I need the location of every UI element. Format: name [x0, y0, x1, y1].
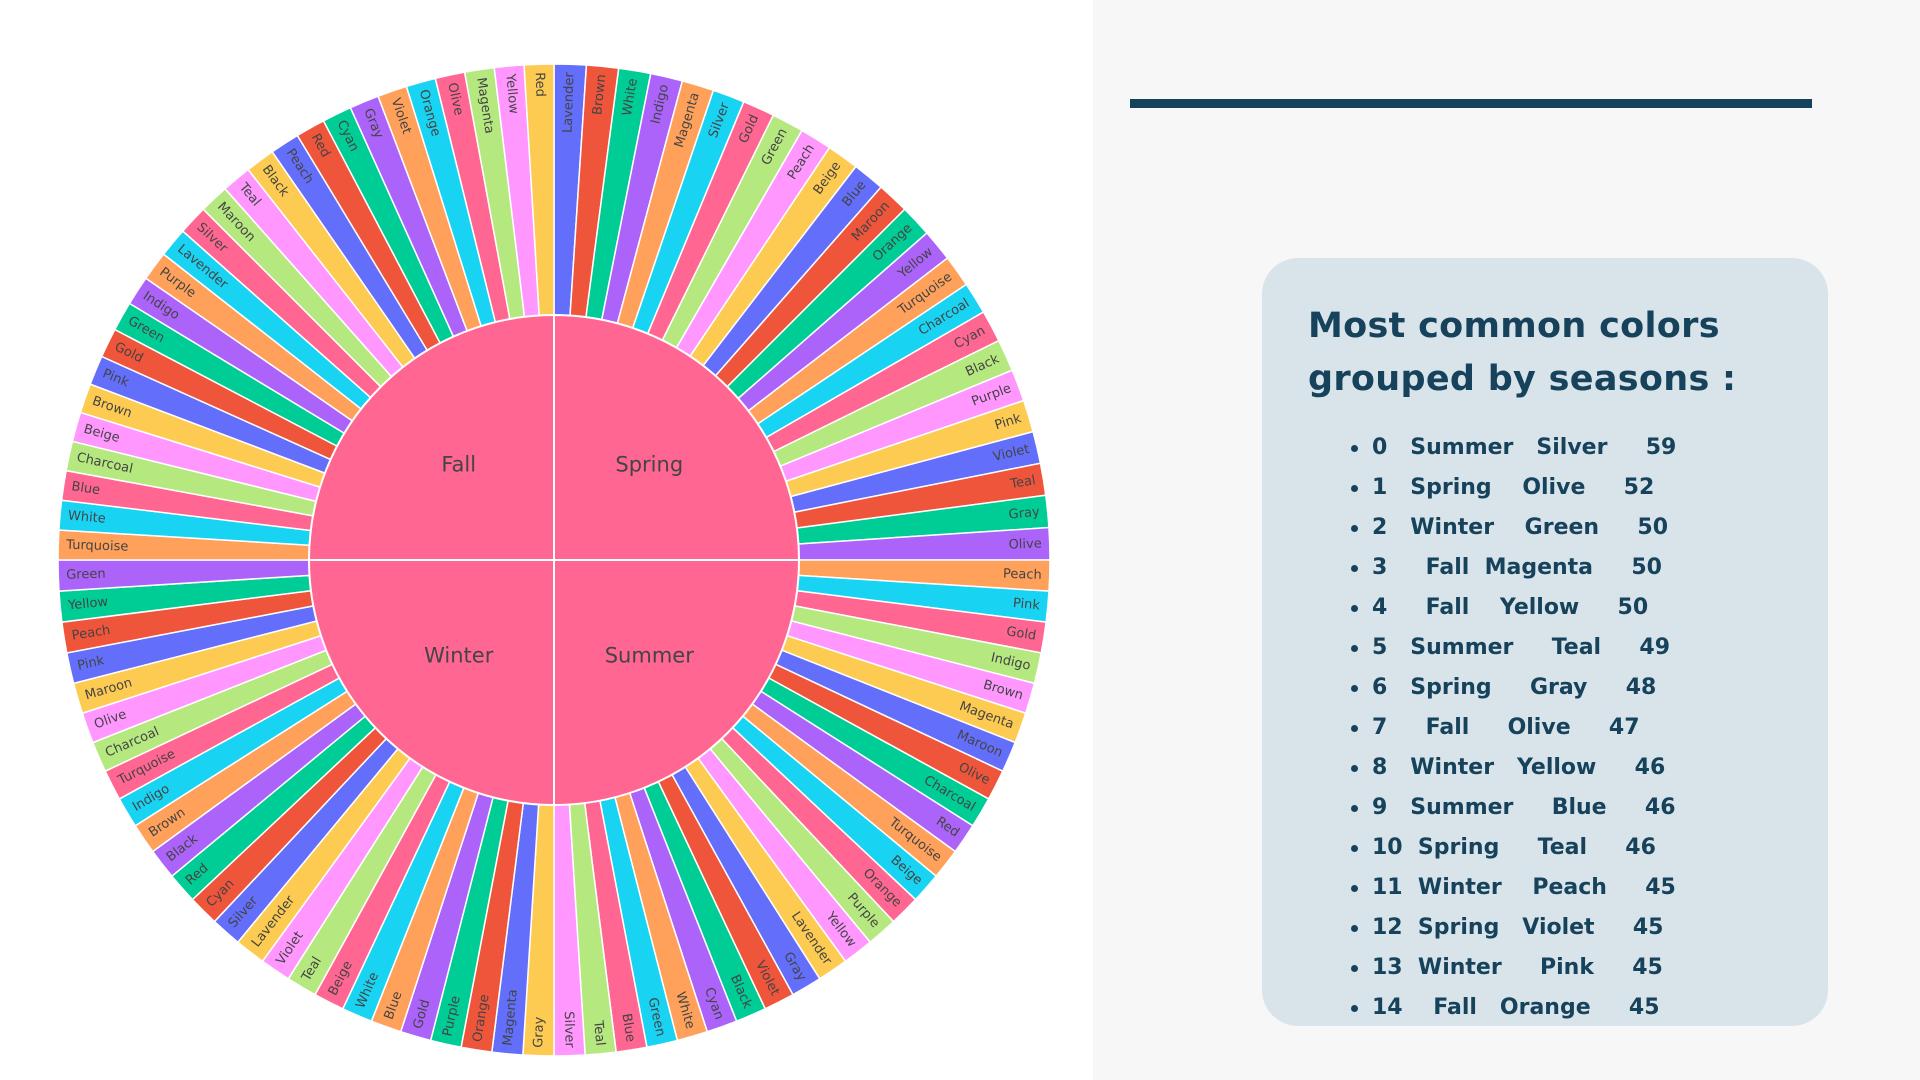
segment-label: Red — [532, 72, 548, 97]
segment-label: Olive — [444, 81, 466, 117]
outer-ring: Lavender Brown White Indigo Magenta Silver Gol… — [57, 63, 1051, 1057]
right-panel: Most common colors grouped by seasons : … — [1093, 0, 1920, 1080]
segment-label: Orange — [470, 993, 492, 1043]
segment-label: Gray — [531, 1016, 547, 1048]
rank-item: 10 Spring Teal 46 — [1351, 828, 1782, 868]
rank-item: 2 Winter Green 50 — [1351, 508, 1782, 548]
chart-area: Lavender Brown White Indigo Magenta Silver Gol… — [57, 63, 1051, 1057]
rank-item: 6 Spring Gray 48 — [1351, 668, 1782, 708]
segment-label: Gold — [1005, 624, 1037, 643]
rank-item: 8 Winter Yellow 46 — [1351, 748, 1782, 788]
segment-label: Brown — [590, 74, 609, 116]
segment-label: Teal — [590, 1019, 607, 1047]
rank-list: 0 Summer Silver 59 1 Spring Olive 52 2 W… — [1308, 428, 1782, 1028]
segment-label: Lavender — [560, 71, 577, 133]
segment-label: Blue — [618, 1012, 637, 1043]
season-label: Summer — [605, 643, 694, 667]
rank-item: 1 Spring Olive 52 — [1351, 468, 1782, 508]
card-title-line-2: grouped by seasons : — [1308, 359, 1737, 399]
inner-ring: Spring Summer Winter Fall — [307, 313, 801, 807]
rank-item: 4 Fall Yellow 50 — [1351, 588, 1782, 628]
segment-label: Gray — [1008, 505, 1041, 523]
card-title-line-1: Most common colors — [1308, 306, 1720, 346]
rank-item: 3 Fall Magenta 50 — [1351, 548, 1782, 588]
segment-label: Yellow — [502, 72, 521, 115]
info-card: Most common colors grouped by seasons : … — [1262, 258, 1828, 1026]
segment-label: Pink — [1012, 596, 1041, 614]
rank-item: 9 Summer Blue 46 — [1351, 788, 1782, 828]
season-label: Spring — [615, 453, 683, 477]
segment-label: Blue — [70, 479, 101, 498]
rank-item: 0 Summer Silver 59 — [1351, 428, 1782, 468]
segment-label: Peach — [71, 623, 112, 644]
segment-label: Teal — [1008, 473, 1036, 492]
segment-label: Magenta — [501, 989, 521, 1047]
rank-item: 12 Spring Violet 45 — [1351, 908, 1782, 948]
rank-item: 11 Winter Peach 45 — [1351, 868, 1782, 908]
segment-label: Yellow — [66, 595, 109, 614]
rank-item: 14 Fall Orange 45 — [1351, 988, 1782, 1028]
segment-label: White — [620, 77, 641, 117]
accent-bar — [1130, 99, 1812, 108]
segment-label: Turquoise — [65, 538, 129, 555]
segment-label: White — [67, 508, 106, 526]
segment-label: Silver — [561, 1011, 577, 1049]
rank-item: 13 Winter Pink 45 — [1351, 948, 1782, 988]
segment-label: Green — [66, 567, 106, 583]
rank-item: 5 Summer Teal 49 — [1351, 628, 1782, 668]
segment-fall[interactable] — [307, 313, 555, 561]
sunburst-chart: Lavender Brown White Indigo Magenta Silver Gol… — [57, 63, 1051, 1057]
season-label: Winter — [424, 643, 494, 667]
segment-label: Peach — [1003, 567, 1042, 583]
season-label: Fall — [441, 453, 476, 477]
segment-label: Pink — [76, 653, 106, 674]
rank-item: 7 Fall Olive 47 — [1351, 708, 1782, 748]
segment-label: Olive — [1008, 537, 1042, 553]
card-title: Most common colors grouped by seasons : — [1308, 300, 1782, 406]
